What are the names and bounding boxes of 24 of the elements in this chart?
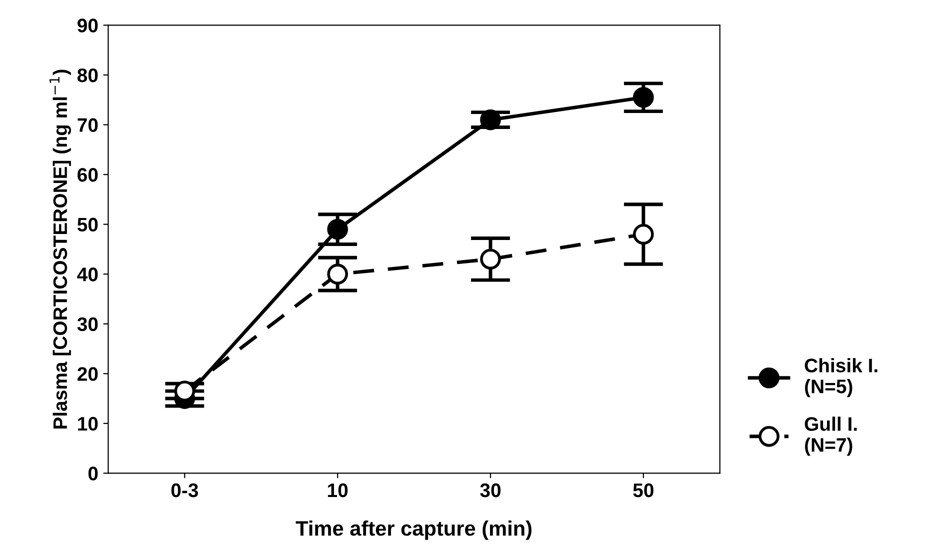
legend-label: Gull I. (N=7): [804, 416, 857, 456]
point: [632, 86, 654, 108]
y-tick-label: 50: [77, 218, 98, 232]
point: [632, 224, 654, 245]
x-tick-label: 30: [480, 483, 501, 498]
point: [480, 248, 501, 270]
y-tick-label: 80: [77, 68, 98, 82]
x-tick-label: 50: [633, 483, 654, 498]
y-tick-label: 90: [78, 18, 98, 32]
y-tick-label: 70: [78, 118, 98, 132]
y-tick-label: 20: [78, 367, 98, 381]
x-axis-title: Time after capture (min): [296, 520, 532, 540]
x-tick-label: 10: [328, 483, 348, 498]
point: [327, 218, 348, 240]
y-tick-label: 10: [78, 416, 98, 431]
x-tick-label: 0-3: [171, 483, 198, 498]
y-axis-title: Plasma [CORTICOSTERONE] (ng ml$^{−1}$): [50, 70, 72, 429]
point: [480, 109, 501, 130]
point: [327, 264, 348, 285]
y-tick-label: 30: [77, 317, 98, 332]
y-tick-label: 60: [78, 168, 98, 182]
legend-label: Chisik I. (N=5): [804, 358, 878, 398]
y-tick-label: 0: [88, 466, 98, 480]
y-tick-label: 40: [77, 268, 98, 282]
